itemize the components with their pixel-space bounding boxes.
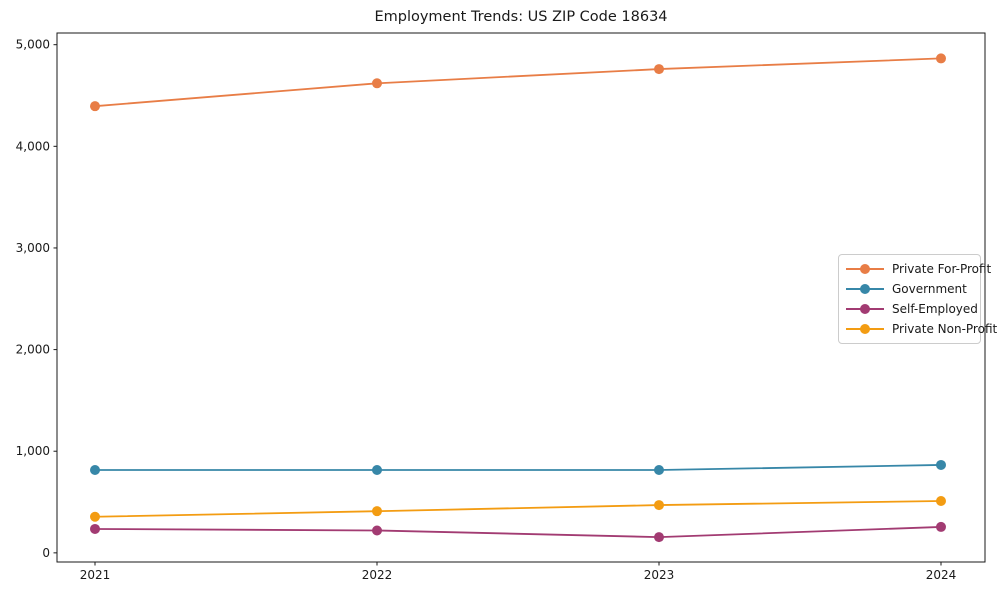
- chart-title: Employment Trends: US ZIP Code 18634: [374, 9, 668, 25]
- legend-item-label: Private For-Profit: [892, 262, 992, 276]
- legend-item: Private Non-Profit: [846, 320, 997, 338]
- legend-marker-icon: [846, 324, 884, 334]
- svg-text:2023: 2023: [644, 568, 675, 582]
- svg-text:2021: 2021: [80, 568, 111, 582]
- legend-marker-icon: [846, 264, 884, 274]
- svg-text:0: 0: [42, 546, 50, 560]
- svg-text:2024: 2024: [926, 568, 957, 582]
- svg-text:2022: 2022: [362, 568, 393, 582]
- svg-text:4,000: 4,000: [16, 139, 50, 153]
- legend-item-label: Government: [892, 282, 967, 296]
- svg-text:3,000: 3,000: [16, 241, 50, 255]
- svg-text:1,000: 1,000: [16, 444, 50, 458]
- svg-text:5,000: 5,000: [16, 38, 50, 52]
- legend-marker-icon: [846, 304, 884, 314]
- legend-item: Private For-Profit: [846, 260, 991, 278]
- legend-marker-icon: [846, 284, 884, 294]
- legend-item-label: Self-Employed: [892, 302, 978, 316]
- legend: Private For-Profit Government Self-Emplo…: [838, 254, 997, 344]
- legend-item: Government: [846, 280, 973, 298]
- svg-text:2,000: 2,000: [16, 343, 50, 357]
- legend-item: Self-Employed: [846, 300, 978, 318]
- legend-item-label: Private Non-Profit: [892, 322, 998, 336]
